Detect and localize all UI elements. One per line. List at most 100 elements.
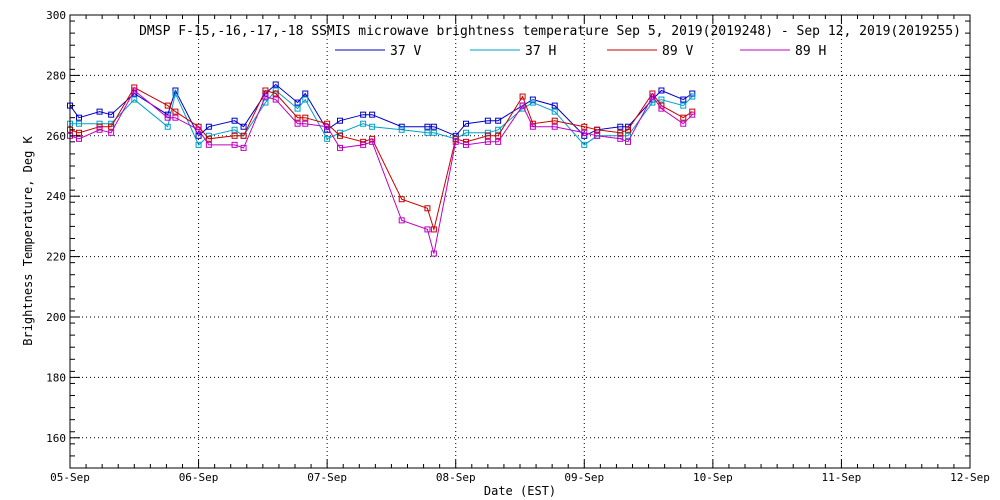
data-point-89-v — [360, 138, 367, 145]
data-point-37-v — [551, 102, 558, 109]
data-point-89-v — [240, 132, 247, 139]
x-tick-label: 06-Sep — [179, 471, 219, 484]
data-point-89-h — [164, 114, 171, 121]
data-point-89-h — [551, 123, 558, 130]
plot-frame — [69, 14, 971, 469]
series-37-h — [67, 87, 696, 148]
data-point-89-h — [649, 93, 656, 100]
data-point-89-v — [581, 123, 588, 130]
data-point-89-h — [581, 129, 588, 136]
data-point-37-h — [625, 132, 631, 139]
data-point-37-h — [581, 141, 588, 148]
x-tick-label: 10-Sep — [693, 471, 733, 484]
y-tick-label: 160 — [46, 432, 66, 445]
y-tick-label: 240 — [46, 190, 66, 203]
data-point-89-h — [680, 120, 687, 127]
data-point-89-v — [76, 129, 82, 136]
data-point-37-v — [617, 123, 624, 130]
data-point-37-h — [680, 102, 687, 109]
series-line-89-v — [69, 86, 693, 232]
data-point-89-h — [337, 144, 343, 151]
data-point-37-h — [294, 105, 301, 112]
legend-entry-37-h: 37 H — [470, 44, 556, 59]
data-point-37-v — [205, 123, 212, 130]
data-point-89-v — [495, 132, 502, 139]
data-point-37-h — [131, 96, 138, 103]
data-point-89-h — [76, 135, 82, 142]
y-tick-label: 180 — [46, 371, 66, 384]
data-point-89-h — [231, 141, 238, 148]
legend-entry-89-v: 89 V — [607, 44, 693, 59]
data-point-37-v — [658, 87, 665, 94]
data-point-37-v — [294, 99, 301, 106]
legend-label: 89 V — [662, 44, 693, 59]
x-tick-label: 11-Sep — [822, 471, 862, 484]
data-point-89-v — [164, 102, 171, 109]
data-point-89-h — [195, 126, 202, 133]
data-point-89-h — [452, 138, 459, 145]
data-point-89-v — [463, 138, 469, 145]
data-point-37-h — [430, 129, 437, 136]
data-point-89-h — [172, 114, 179, 121]
y-tick-label: 280 — [46, 69, 66, 82]
data-point-89-h — [131, 87, 138, 94]
data-point-89-v — [617, 129, 624, 136]
x-tick-label: 08-Sep — [436, 471, 476, 484]
y-tick-label: 200 — [46, 311, 66, 324]
series-89-v — [67, 84, 696, 233]
data-point-37-v — [680, 96, 687, 103]
data-point-89-v — [430, 226, 437, 233]
series-line-89-h — [69, 89, 693, 254]
legend-label: 89 H — [795, 44, 826, 59]
data-point-89-h — [617, 135, 624, 142]
y-tick-label: 220 — [46, 251, 66, 264]
data-point-37-v — [369, 111, 376, 118]
data-point-37-v — [484, 117, 491, 124]
data-point-89-v — [594, 126, 601, 133]
legend-entry-89-h: 89 H — [740, 44, 826, 59]
data-point-37-v — [302, 90, 309, 97]
legend-label: 37 H — [525, 44, 556, 59]
data-point-89-v — [272, 90, 279, 97]
y-tick-label: 300 — [46, 9, 66, 22]
data-point-37-h — [649, 99, 656, 106]
data-point-89-v — [294, 114, 301, 121]
data-point-89-v — [205, 135, 212, 142]
data-point-37-h — [76, 120, 82, 127]
data-point-37-v — [424, 123, 431, 130]
data-point-37-h — [551, 108, 558, 115]
data-point-37-h — [495, 126, 502, 133]
x-tick-label: 09-Sep — [564, 471, 604, 484]
data-point-89-h — [689, 111, 696, 118]
data-point-89-v — [172, 108, 179, 115]
data-point-37-v — [195, 132, 202, 139]
data-point-89-v — [625, 126, 631, 133]
data-point-89-h — [324, 123, 331, 130]
data-point-89-v — [551, 117, 558, 124]
legend-label: 37 V — [390, 44, 421, 59]
data-point-89-v — [96, 123, 103, 130]
data-point-37-h — [398, 126, 405, 133]
data-point-89-h — [302, 120, 309, 127]
x-tick-label: 05-Sep — [50, 471, 90, 484]
data-point-37-v — [76, 114, 82, 121]
data-point-37-h — [231, 126, 238, 133]
data-point-89-v — [337, 132, 343, 139]
chart-legend: 37 V 37 H 89 V 89 H — [335, 44, 826, 59]
data-point-37-h — [424, 129, 431, 136]
data-point-89-v — [262, 87, 269, 94]
data-point-37-h — [658, 96, 665, 103]
data-point-37-v — [495, 117, 502, 124]
data-point-37-v — [240, 123, 247, 130]
x-tick-label: 12-Sep — [950, 471, 990, 484]
data-point-37-h — [369, 123, 376, 130]
data-point-37-v — [430, 123, 437, 130]
data-point-89-h — [463, 141, 469, 148]
data-point-37-v — [96, 108, 103, 115]
data-point-89-v — [680, 114, 687, 121]
data-point-89-h — [529, 123, 536, 130]
data-point-89-v — [231, 132, 238, 139]
data-point-89-h — [594, 132, 601, 139]
data-point-89-h — [294, 120, 301, 127]
data-point-89-h — [108, 129, 115, 136]
